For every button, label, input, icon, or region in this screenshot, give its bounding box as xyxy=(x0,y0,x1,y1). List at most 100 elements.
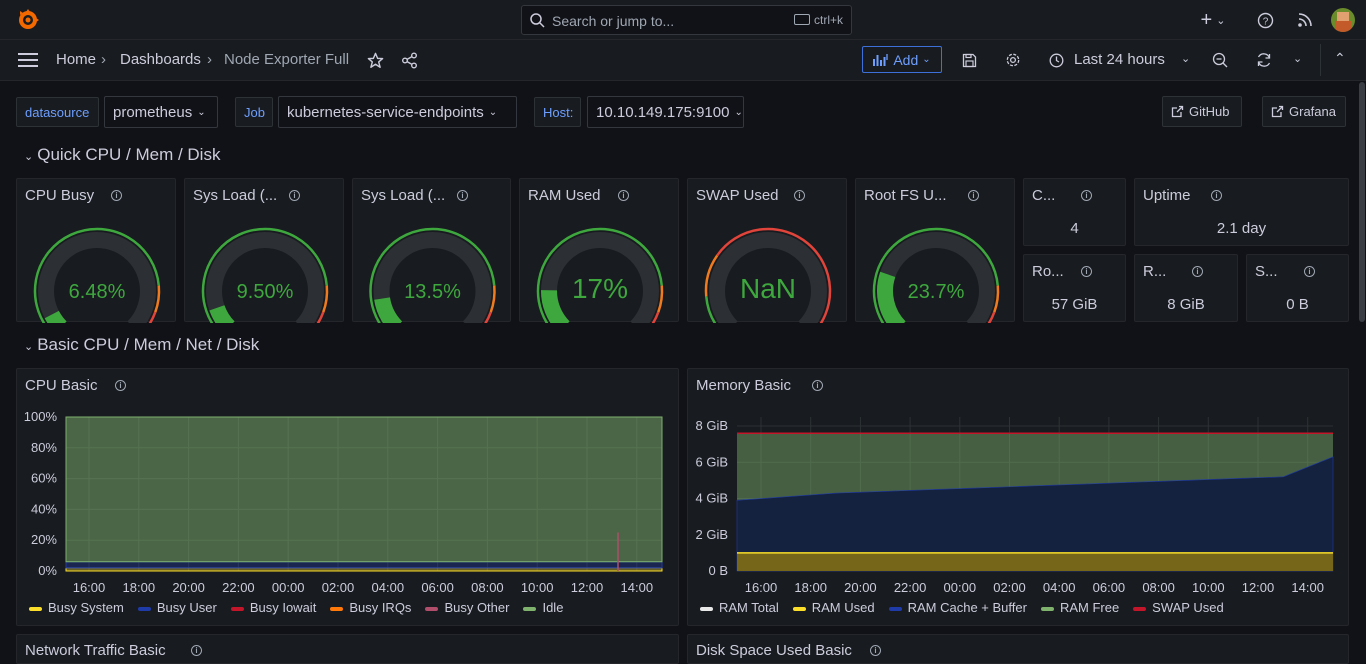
legend-item[interactable]: Busy User xyxy=(137,600,217,615)
legend-item[interactable]: RAM Total xyxy=(700,600,779,615)
job-select[interactable]: kubernetes-service-endpoints ⌄ xyxy=(278,96,517,128)
stat-panel-cpu-cores[interactable]: C... i 4 xyxy=(1023,178,1126,246)
cpu-basic-chart[interactable]: 0% 20% 40% 60% 80% 100% 16:00 18:00 20:00 22:00 00… xyxy=(17,399,678,599)
datasource-select[interactable]: prometheus ⌄ xyxy=(104,96,218,128)
stat-panel-rootfs-total[interactable]: Ro... i 57 GiB xyxy=(1023,254,1126,322)
info-icon[interactable]: i xyxy=(289,190,300,201)
hamburger-icon xyxy=(18,53,38,67)
legend-item[interactable]: Busy Other xyxy=(425,600,509,615)
legend-item[interactable]: RAM Cache + Buffer xyxy=(888,600,1027,615)
save-dashboard-button[interactable] xyxy=(960,51,978,69)
dashboard-nav-bar xyxy=(0,40,1366,81)
gauge-panel[interactable]: RAM Used i 17% xyxy=(519,178,679,323)
legend-item[interactable]: Busy Iowait xyxy=(230,600,316,615)
row-quick-header[interactable]: ⌄ Quick CPU / Mem / Disk xyxy=(24,145,220,165)
chevron-down-icon: ⌄ xyxy=(734,106,743,118)
stat-panel-uptime[interactable]: Uptime i 2.1 day xyxy=(1134,178,1349,246)
info-icon[interactable]: i xyxy=(111,190,122,201)
memory-basic-chart[interactable]: 0 B 2 GiB 4 GiB 6 GiB 8 GiB 16:00 18:00 20:00 22… xyxy=(688,399,1348,599)
share-button[interactable] xyxy=(400,51,418,69)
page-scrollbar[interactable] xyxy=(1359,82,1365,322)
gauge-value: 9.50% xyxy=(237,281,294,303)
info-icon[interactable]: i xyxy=(968,190,979,201)
gauge-fill xyxy=(877,271,906,323)
stat-panel-ram-total[interactable]: R... i 8 GiB xyxy=(1134,254,1238,322)
gauge-value: 6.48% xyxy=(69,281,126,303)
refresh-button[interactable] xyxy=(1255,51,1273,69)
info-icon[interactable]: i xyxy=(1211,190,1222,201)
y-tick-label: 6 GiB xyxy=(695,454,728,469)
panel-cpu-basic[interactable]: CPU Basic i 0% 20% 40% 60% 80% 100% 16:00 18:00… xyxy=(16,368,679,626)
x-tick-label: 00:00 xyxy=(272,580,305,595)
info-icon[interactable]: i xyxy=(191,645,202,656)
gauge-panel[interactable]: Root FS U... i 23.7% xyxy=(855,178,1015,323)
github-link[interactable]: GitHub xyxy=(1162,96,1242,127)
legend-item[interactable]: RAM Free xyxy=(1040,600,1119,615)
host-select[interactable]: 10.10.149.175:9100 ⌄ xyxy=(587,96,744,128)
stat-panel-swap-total[interactable]: S... i 0 B xyxy=(1246,254,1349,322)
dashboard-settings-button[interactable] xyxy=(1004,51,1022,69)
legend-item[interactable]: RAM Used xyxy=(792,600,875,615)
search-shortcut: ctrl+k xyxy=(793,13,843,27)
info-icon[interactable]: i xyxy=(794,190,805,201)
zoom-out-icon xyxy=(1212,52,1228,68)
add-button[interactable]: Add ⌄ xyxy=(862,46,942,73)
info-icon[interactable]: i xyxy=(1192,266,1203,277)
info-icon[interactable]: i xyxy=(1081,190,1092,201)
breadcrumb-dashboards[interactable]: Dashboards xyxy=(120,51,201,68)
datasource-value: prometheus xyxy=(113,103,193,121)
share-icon xyxy=(401,52,417,68)
info-icon[interactable]: i xyxy=(812,380,823,391)
menu-toggle-button[interactable] xyxy=(17,52,39,68)
x-tick-label: 04:00 xyxy=(372,580,405,595)
panel-network-traffic-basic[interactable]: Network Traffic Basic i xyxy=(16,634,679,664)
gauge-panel[interactable]: SWAP Used i NaN xyxy=(687,178,847,323)
grafana-logo-icon[interactable] xyxy=(16,8,40,32)
info-icon[interactable]: i xyxy=(870,645,881,656)
news-button[interactable] xyxy=(1296,11,1314,29)
info-icon[interactable]: i xyxy=(115,380,126,391)
chevron-down-icon[interactable]: ⌄ xyxy=(1181,53,1191,65)
new-menu-button[interactable]: + ⌄ xyxy=(1196,9,1230,31)
gauge-threshold-green xyxy=(872,227,1000,323)
star-button[interactable] xyxy=(366,51,384,69)
breadcrumb-home[interactable]: Home xyxy=(56,51,97,68)
stat-value: 4 xyxy=(1070,220,1079,237)
stat-value: 0 B xyxy=(1286,296,1309,313)
search-icon xyxy=(530,13,545,28)
row-title: Quick CPU / Mem / Disk xyxy=(37,145,221,164)
info-icon[interactable]: i xyxy=(1081,266,1092,277)
gauge-panel[interactable]: CPU Busy i 6.48% xyxy=(16,178,176,323)
gauge-panel[interactable]: Sys Load (... i 9.50% xyxy=(184,178,344,323)
avatar[interactable] xyxy=(1331,8,1355,32)
clock-icon xyxy=(1048,52,1065,69)
svg-text:?: ? xyxy=(1262,16,1268,27)
panel-disk-space-used-basic[interactable]: Disk Space Used Basic i xyxy=(687,634,1349,664)
gauge-panel[interactable]: Sys Load (... i 13.5% xyxy=(352,178,511,323)
legend-item[interactable]: SWAP Used xyxy=(1133,600,1224,615)
add-label: Add xyxy=(893,51,919,68)
grafana-link[interactable]: Grafana xyxy=(1262,96,1346,127)
legend-item[interactable]: Busy System xyxy=(29,600,124,615)
refresh-interval-chevron-icon[interactable]: ⌄ xyxy=(1293,53,1303,65)
panel-memory-basic[interactable]: Memory Basic i 0 B 2 GiB 4 GiB 6 GiB 8 GiB 16… xyxy=(687,368,1349,626)
time-range-picker[interactable]: Last 24 hours xyxy=(1074,51,1165,68)
panel-title: CPU Busy xyxy=(25,187,95,204)
collapse-chevron-up-icon[interactable]: ⌃ xyxy=(1334,50,1346,66)
zoom-out-button[interactable] xyxy=(1211,51,1229,69)
x-tick-label: 22:00 xyxy=(222,580,255,595)
y-tick-label: 40% xyxy=(31,501,57,516)
info-icon[interactable]: i xyxy=(1304,266,1315,277)
row-basic-header[interactable]: ⌄ Basic CPU / Mem / Net / Disk xyxy=(24,335,259,355)
gauge-chart: 13.5% xyxy=(369,227,496,323)
legend-item[interactable]: Busy IRQs xyxy=(330,600,411,615)
info-icon[interactable]: i xyxy=(457,190,468,201)
panel-title: SWAP Used xyxy=(696,187,779,204)
legend-item[interactable]: Idle xyxy=(523,600,563,615)
gauge-threshold-orange xyxy=(322,285,329,313)
chevron-down-icon: ⌄ xyxy=(922,54,931,65)
search-input[interactable]: Search or jump to... ctrl+k xyxy=(521,5,852,35)
help-button[interactable]: ? xyxy=(1256,11,1274,29)
gauge-track xyxy=(38,232,156,323)
info-icon[interactable]: i xyxy=(618,190,629,201)
